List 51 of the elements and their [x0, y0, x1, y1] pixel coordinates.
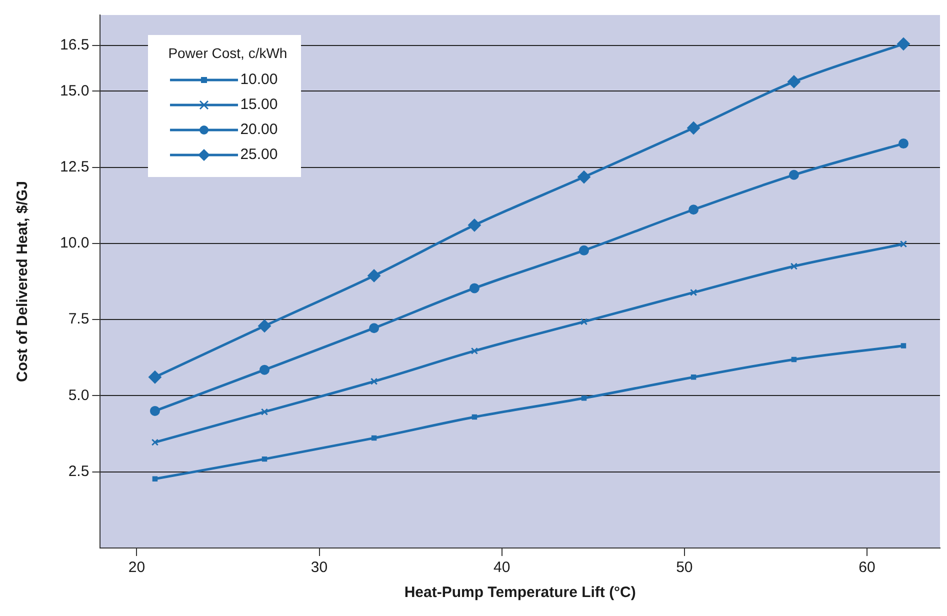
point	[900, 240, 908, 248]
point	[260, 408, 268, 416]
y-tick-label: 15.0	[60, 82, 90, 100]
point	[152, 476, 158, 482]
point	[577, 170, 590, 184]
legend-title: Power Cost, c/kWh	[168, 45, 288, 61]
point	[472, 414, 478, 420]
legend-label: 25.00	[240, 146, 278, 163]
x-axis-title: Heat-Pump Temperature Lift (°C)	[404, 584, 636, 602]
x-tick-label: 40	[493, 559, 510, 576]
point	[900, 343, 906, 348]
point	[580, 318, 588, 326]
y-axis-title: Cost of Delivered Heat, $/GJ	[14, 181, 32, 382]
point	[468, 218, 481, 232]
legend-label: 10.00	[240, 71, 278, 88]
point	[787, 75, 800, 88]
point	[260, 364, 270, 375]
point	[687, 121, 700, 134]
point	[896, 37, 910, 50]
point	[262, 456, 268, 462]
point	[370, 378, 378, 385]
y-tick-label: 7.5	[68, 310, 90, 328]
point	[578, 245, 589, 256]
x-tick-label: 20	[128, 559, 146, 576]
point	[688, 204, 699, 215]
x-tick-label: 50	[676, 559, 693, 576]
point	[788, 170, 799, 180]
y-tick-label: 5.0	[68, 386, 90, 404]
point	[150, 406, 160, 416]
point	[368, 269, 381, 282]
y-tick-label: 10.0	[60, 234, 90, 252]
y-tick-label: 16.5	[60, 36, 90, 54]
point	[369, 323, 380, 334]
point	[690, 374, 696, 380]
point	[790, 262, 798, 270]
point	[371, 435, 377, 441]
point	[470, 347, 478, 355]
point	[791, 356, 797, 362]
point	[258, 319, 272, 332]
x-tick-label: 60	[858, 559, 876, 576]
point	[898, 138, 908, 149]
legend-label: 20.00	[240, 121, 278, 138]
point	[469, 283, 480, 294]
point	[148, 370, 162, 384]
legend-label: 15.00	[240, 96, 278, 113]
point	[581, 396, 587, 401]
y-tick-label: 12.5	[60, 158, 90, 176]
x-tick-label: 30	[310, 559, 328, 576]
y-tick-label: 2.5	[68, 463, 90, 480]
point	[151, 438, 159, 446]
point	[690, 288, 698, 296]
